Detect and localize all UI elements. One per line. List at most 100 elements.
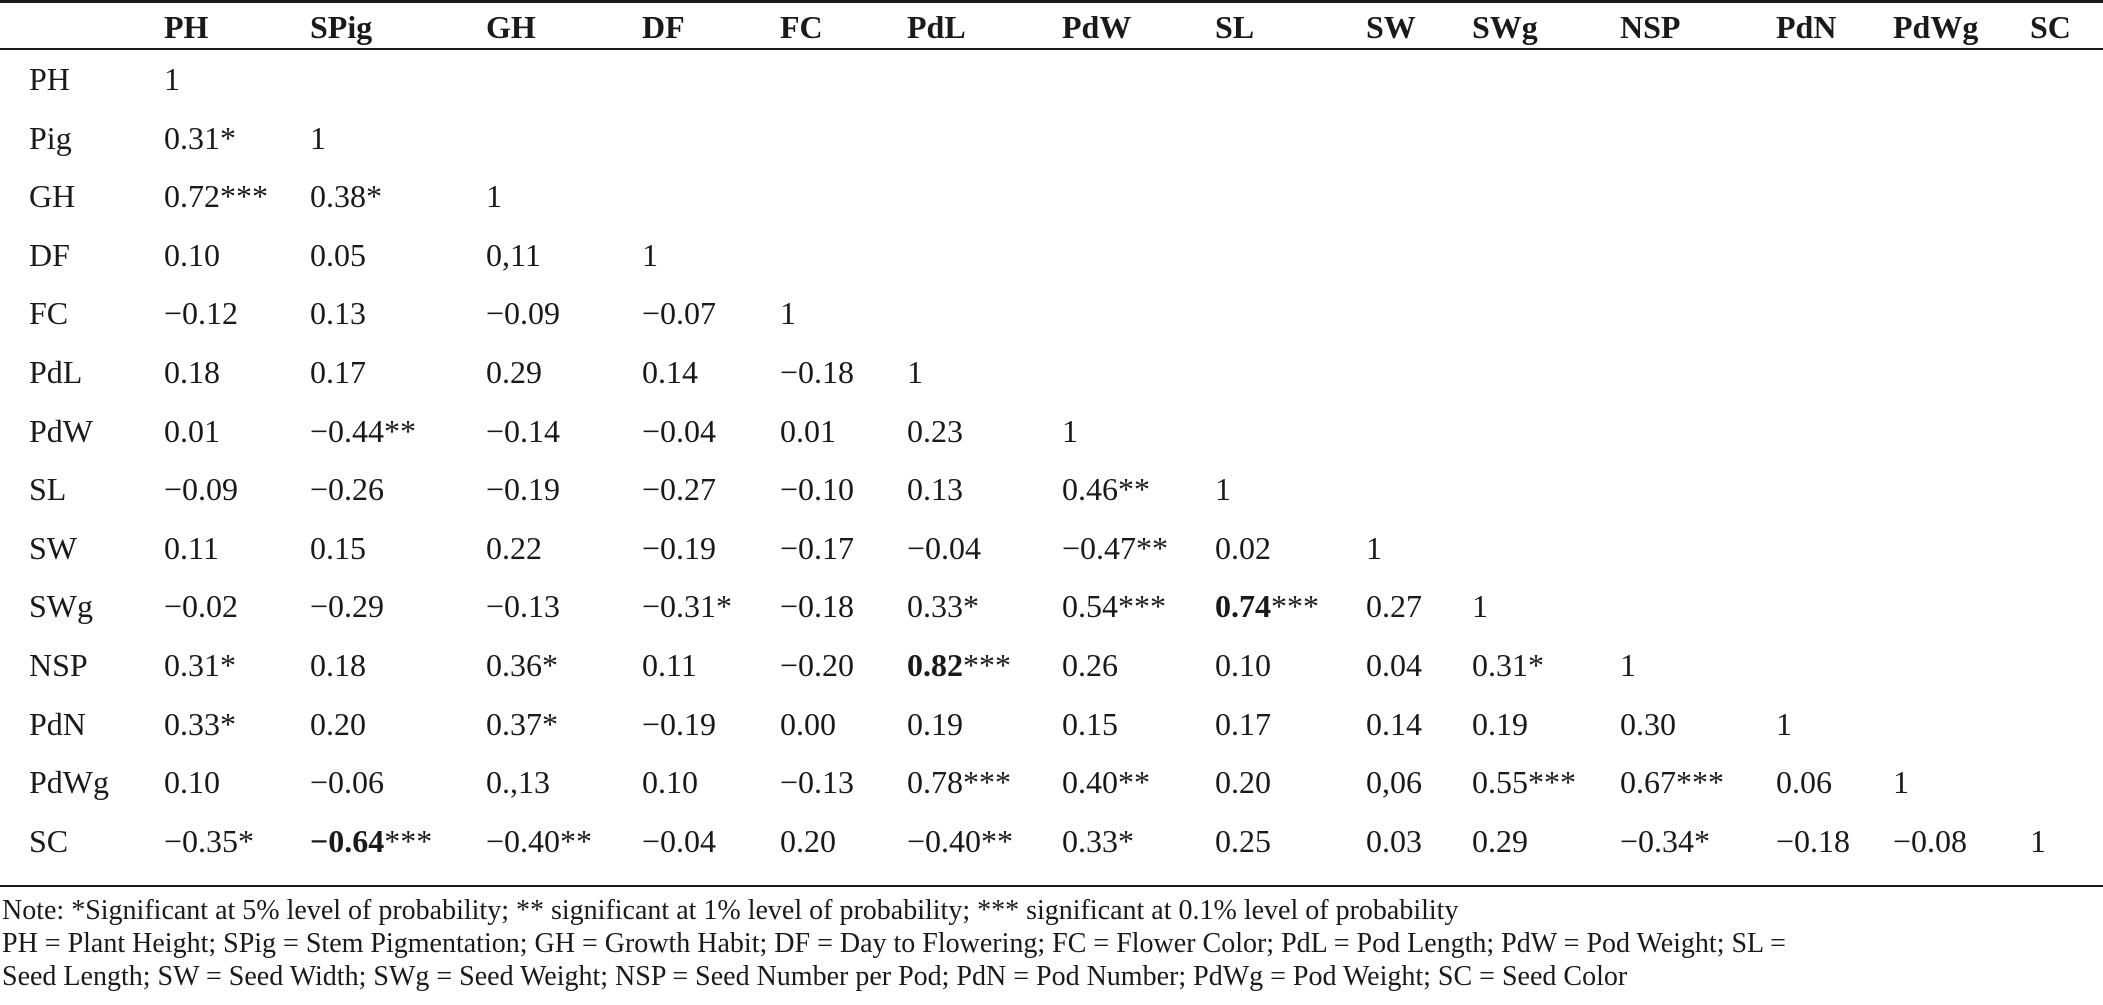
table-cell: 1 (642, 237, 658, 273)
table-cell: −0.27 (642, 471, 717, 507)
row-label: PdL (29, 354, 83, 390)
table-cell: 0.20 (1215, 764, 1271, 800)
emphasized-value: 0.74 (1215, 588, 1271, 624)
table-cell: 0.14 (1366, 706, 1422, 742)
table-cell: −0.08 (1893, 823, 1968, 859)
column-header: PdL (907, 9, 966, 45)
table-cell: 0.38* (310, 178, 382, 214)
table-cell: −0.13 (486, 588, 561, 624)
table-cell: −0.12 (164, 295, 239, 331)
row-label: SL (29, 471, 67, 507)
table-cell: 0.13 (310, 295, 366, 331)
table-cell: 0.10 (164, 237, 220, 273)
table-cell: 0.25 (1215, 823, 1271, 859)
column-header: FC (780, 9, 823, 45)
column-header: DF (642, 9, 685, 45)
table-bottom-rule (0, 885, 2103, 887)
table-cell: 0.10 (164, 764, 220, 800)
row-label: PdWg (29, 764, 109, 800)
column-header: SWg (1472, 9, 1538, 45)
table-cell: 0.46** (1062, 471, 1150, 507)
table-cell: 0.33* (907, 588, 979, 624)
table-cell: 0.31* (1472, 647, 1544, 683)
table-cell: −0.35* (164, 823, 255, 859)
table-cell: 0.26 (1062, 647, 1118, 683)
table-cell: −0.19 (642, 530, 717, 566)
table-cell: 1 (1215, 471, 1231, 507)
table-cell: −0.18 (780, 588, 855, 624)
table-cell: 1 (310, 120, 326, 156)
table-cell: −0.18 (1776, 823, 1851, 859)
table-cell: 0.67*** (1620, 764, 1724, 800)
table-cell: 0.33* (164, 706, 236, 742)
table-cell: 1 (1620, 647, 1636, 683)
table-cell: 1 (907, 354, 923, 390)
column-header: SW (1366, 9, 1416, 45)
table-cell: 0.06 (1776, 764, 1832, 800)
table-cell: 0,11 (486, 237, 541, 273)
table-cell: 0.05 (310, 237, 366, 273)
significance-stars: *** (963, 647, 1011, 683)
table-cell: 1 (1776, 706, 1792, 742)
table-cell: 0.18 (310, 647, 366, 683)
table-cell: −0.09 (486, 295, 561, 331)
table-cell: 0.33* (1062, 823, 1134, 859)
emphasized-value: 0.82 (907, 647, 963, 683)
column-header: PdW (1062, 9, 1132, 45)
table-cell: −0.18 (780, 354, 855, 390)
table-cell: −0.10 (780, 471, 855, 507)
table-cell: 0.18 (164, 354, 220, 390)
table-cell: 0.55*** (1472, 764, 1576, 800)
table-cell: 0.04 (1366, 647, 1422, 683)
table-note-abbreviations-2: Seed Length; SW = Seed Width; SWg = Seed… (2, 961, 1628, 992)
table-cell: 0.19 (907, 706, 963, 742)
table-cell: −0.04 (642, 823, 717, 859)
column-header: PH (164, 9, 209, 45)
table-cell: −0.07 (642, 295, 717, 331)
emphasized-value: −0.64 (310, 823, 385, 859)
row-label: GH (29, 178, 76, 214)
table-cell: 0.31* (164, 120, 236, 156)
table-cell: −0.14 (486, 413, 561, 449)
table-cell: 0.54*** (1062, 588, 1166, 624)
significance-stars: *** (1271, 588, 1319, 624)
table-note-abbreviations-1: PH = Plant Height; SPig = Stem Pigmentat… (2, 928, 1786, 959)
table-cell: 0.10 (1215, 647, 1271, 683)
column-header: SL (1215, 9, 1255, 45)
table-cell: −0.31* (642, 588, 733, 624)
table-cell: −0.19 (642, 706, 717, 742)
table-cell: −0.40** (907, 823, 1014, 859)
table-cell: 0.72*** (164, 178, 268, 214)
table-cell: 0.20 (310, 706, 366, 742)
table-cell: 0.20 (780, 823, 836, 859)
table-cell: 0.36* (486, 647, 558, 683)
row-label: Pig (29, 120, 72, 156)
table-cell: 1 (486, 178, 502, 214)
table-cell: 0.30 (1620, 706, 1676, 742)
table-cell: 0.27 (1366, 588, 1422, 624)
row-label: SWg (29, 588, 93, 624)
column-header: SC (2030, 9, 2071, 45)
table-cell: −0.26 (310, 471, 385, 507)
table-cell: 0.29 (486, 354, 542, 390)
row-label: PdN (29, 706, 86, 742)
table-cell: 0.78*** (907, 764, 1011, 800)
table-cell: 1 (2030, 823, 2046, 859)
table-cell-emphasized: −0.64*** (310, 821, 432, 861)
table-cell: 0.15 (310, 530, 366, 566)
table-cell: 0.17 (1215, 706, 1271, 742)
table-cell: 0.13 (907, 471, 963, 507)
column-header: PdWg (1893, 9, 1979, 45)
table-cell: 0.10 (642, 764, 698, 800)
table-cell: −0.20 (780, 647, 855, 683)
table-cell: 1 (1366, 530, 1382, 566)
table-cell: 0.22 (486, 530, 542, 566)
table-cell: 0.37* (486, 706, 558, 742)
table-cell: −0.04 (907, 530, 982, 566)
table-cell: −0.40** (486, 823, 593, 859)
table-cell: 0.19 (1472, 706, 1528, 742)
table-cell: −0.44** (310, 413, 417, 449)
row-label: NSP (29, 647, 88, 683)
table-cell: 0.15 (1062, 706, 1118, 742)
